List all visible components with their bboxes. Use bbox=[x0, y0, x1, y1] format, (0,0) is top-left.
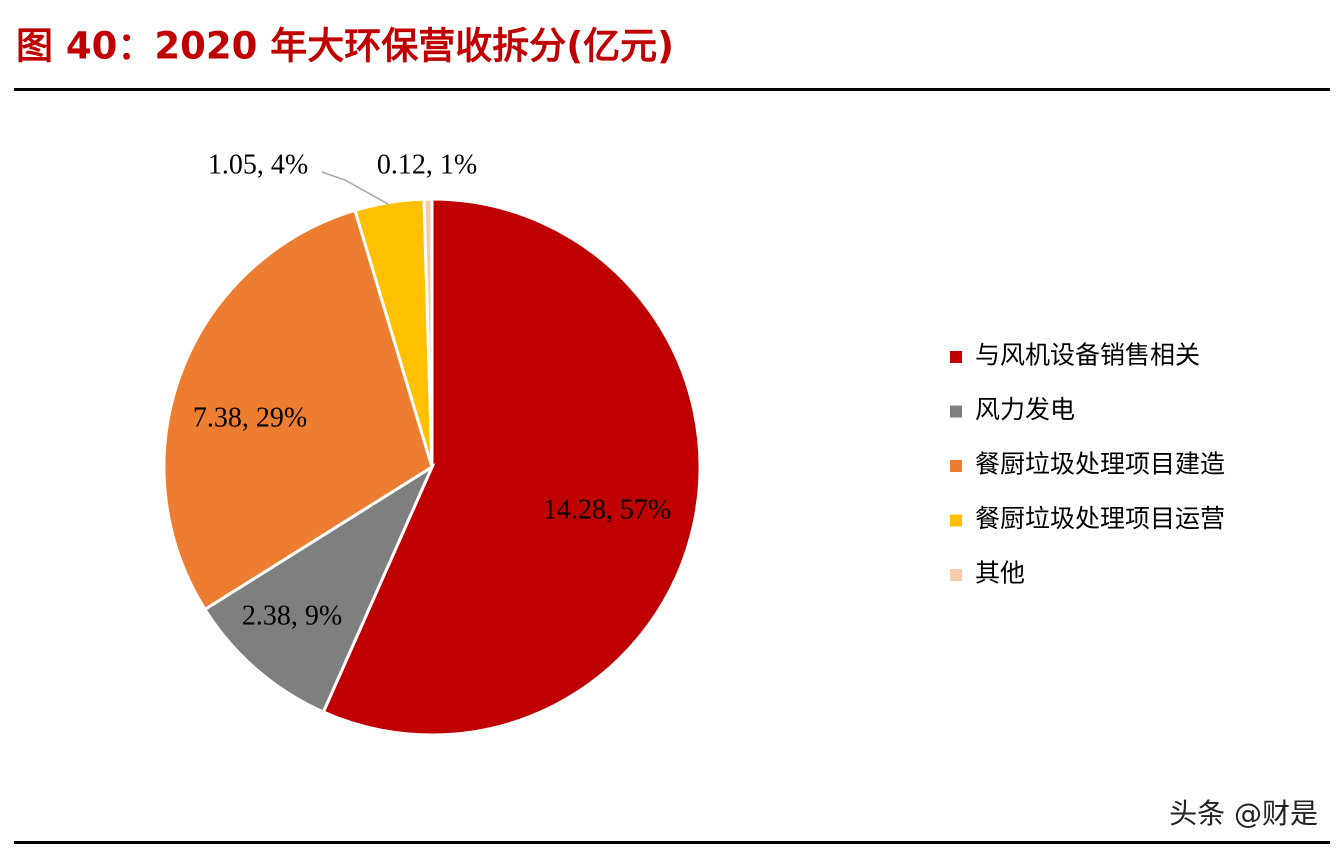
legend-label: 餐厨垃圾处理项目建造 bbox=[975, 450, 1225, 479]
data-label: 2.38, 9% bbox=[242, 600, 342, 631]
legend-swatch bbox=[950, 514, 962, 527]
data-label: 7.38, 29% bbox=[193, 402, 307, 433]
legend-swatch bbox=[950, 569, 962, 581]
pie-slice bbox=[321, 197, 702, 737]
legend-label: 其他 bbox=[975, 559, 1025, 588]
pie-slice bbox=[202, 463, 436, 714]
data-label: 1.05, 4% bbox=[208, 149, 308, 180]
pie-slice bbox=[162, 208, 434, 612]
legend-swatch bbox=[950, 460, 962, 472]
leader-line bbox=[321, 171, 389, 205]
chart-title: 图 40：2020 年大环保营收拆分(亿元) bbox=[16, 25, 674, 68]
bottom-rule bbox=[14, 841, 1330, 844]
data-label: 0.12, 1% bbox=[377, 149, 477, 180]
data-label: 14.28, 57% bbox=[543, 494, 671, 525]
pie-slice bbox=[422, 197, 434, 468]
title-rule bbox=[14, 88, 1330, 91]
legend-label: 餐厨垃圾处理项目运营 bbox=[975, 504, 1225, 533]
legend-swatch bbox=[950, 351, 962, 363]
watermark: 头条 @财是 bbox=[1169, 797, 1318, 830]
legend-label: 风力发电 bbox=[975, 395, 1075, 424]
legend-swatch bbox=[950, 405, 962, 418]
legend-label: 与风机设备销售相关 bbox=[975, 341, 1200, 370]
